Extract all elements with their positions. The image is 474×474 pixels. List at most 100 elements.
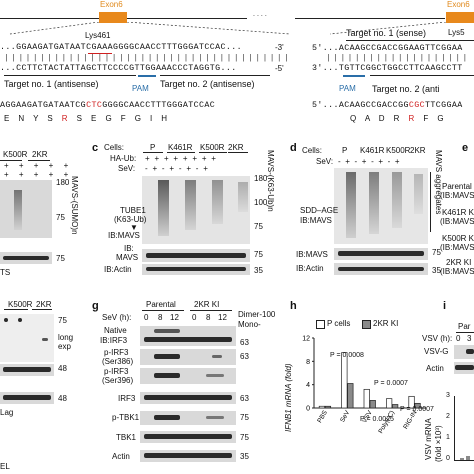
g-band-pirf3-396 bbox=[154, 373, 180, 378]
c-label-ib2: IB: bbox=[124, 244, 134, 253]
g-bar-ki bbox=[190, 310, 232, 311]
g-mono: Mono- bbox=[238, 320, 261, 329]
g-band-pirf3-396-ki bbox=[206, 374, 224, 377]
seq-bot-right: 3'...TGTTCGGCTGGCCTTCAAGCCTT bbox=[312, 64, 463, 73]
d-bracket bbox=[430, 172, 431, 232]
i-ytick-2: 2 bbox=[446, 413, 450, 420]
g-mw-63b: 63 bbox=[240, 352, 249, 361]
i-band-actin bbox=[455, 365, 474, 370]
c-smear-1 bbox=[158, 180, 169, 236]
g-row-irf3: IRF3 bbox=[118, 394, 136, 403]
i-ytick-1: 1 bbox=[446, 434, 450, 441]
c-mw-100: 100 bbox=[254, 198, 268, 207]
zoom-lines-left bbox=[9, 22, 291, 35]
g-band-ptbk1-ki bbox=[206, 416, 224, 419]
c-label-tube: TUBE1 bbox=[120, 206, 146, 215]
h-bar bbox=[363, 388, 370, 409]
e-row-parental: Parental bbox=[442, 182, 472, 191]
h-bar bbox=[408, 395, 415, 409]
i-yaxis bbox=[454, 396, 455, 460]
f-label-2kr: 2KR bbox=[36, 300, 52, 309]
b-bar-1 bbox=[0, 160, 22, 161]
d-label-ib-mavs: IB:MAVS bbox=[296, 250, 328, 259]
target1-label-right: Target no. 1 (sense) bbox=[346, 28, 427, 38]
c-cells-label: Cells: bbox=[104, 143, 125, 152]
i-ytick-3: 3 bbox=[446, 392, 450, 399]
seq-top-right: 5'...ACAAGCCGACCGGAAGTTCGGAA bbox=[312, 44, 463, 53]
g-band-actin bbox=[144, 453, 232, 458]
d-panel-letter: d bbox=[290, 142, 297, 154]
pam-bar-left bbox=[138, 75, 156, 77]
c-mw-75: 75 bbox=[254, 222, 263, 231]
c-cell-k461r: K461R bbox=[168, 143, 193, 152]
g-row-pirf3-a: p-IRF3 bbox=[104, 348, 129, 357]
d-label-ib: IB:MAVS bbox=[300, 216, 332, 225]
pam-bar-right bbox=[343, 75, 365, 77]
b-mw-180: 180 bbox=[56, 178, 70, 187]
d-cell-k500r: K500R bbox=[386, 146, 411, 155]
target1-bar-left bbox=[4, 75, 136, 76]
aa-seq-right: Q A D R R F G bbox=[350, 114, 445, 123]
c-band-mavs bbox=[146, 253, 246, 258]
f-bar-2 bbox=[32, 309, 52, 310]
f-band-mid bbox=[3, 367, 51, 372]
c-cell-2kr: 2KR bbox=[228, 143, 244, 152]
g-band-mono bbox=[144, 337, 232, 342]
d-cell-2kr: 2KR bbox=[410, 146, 426, 155]
g-band-tbk1 bbox=[144, 434, 232, 439]
h-pvalue-4: P = 0.0025 bbox=[360, 416, 394, 423]
lys-label-left: Lys461 bbox=[85, 31, 111, 40]
g-row-ibirf3: IB:IRF3 bbox=[100, 336, 128, 345]
gene-line-left-3 bbox=[127, 18, 247, 19]
g-band-pirf3-386-ki bbox=[212, 355, 222, 358]
b-label-k500r: K500R bbox=[3, 150, 28, 159]
h-ytick-label: 8 bbox=[306, 359, 310, 366]
h-legend-swatch-p bbox=[316, 320, 325, 329]
c-label-ib: IB:MAVS bbox=[108, 231, 140, 240]
i-xaxis bbox=[454, 460, 474, 461]
f-mw-48b: 48 bbox=[58, 394, 67, 403]
g-sev-label: SeV (h): bbox=[102, 313, 132, 322]
d-mw-75: 75 bbox=[432, 248, 441, 257]
d-mw-35: 35 bbox=[432, 266, 441, 275]
d-smear-4 bbox=[414, 174, 423, 214]
c-mw-35: 35 bbox=[254, 266, 263, 275]
g-time-4: 0 bbox=[192, 313, 197, 322]
h-ytick-label: 12 bbox=[302, 336, 310, 343]
seq-pipes-left: |||||||||||||||||||||||||||||||||||||||| bbox=[4, 54, 292, 63]
g-mw-100: 100 bbox=[262, 310, 276, 319]
f-mw-75: 75 bbox=[58, 316, 67, 325]
g-band-ptbk1 bbox=[154, 415, 180, 420]
ellipsis-left: .... bbox=[253, 11, 269, 18]
g-ki: 2KR KI bbox=[194, 300, 220, 309]
i-vsv-h: VSV (h): bbox=[422, 334, 453, 343]
g-band-pirf3-386 bbox=[154, 354, 180, 359]
h-bar bbox=[386, 398, 393, 409]
d-smear-2 bbox=[369, 172, 379, 234]
f-band-lag bbox=[3, 395, 51, 400]
g-mw-35: 35 bbox=[240, 452, 249, 461]
h-bar bbox=[392, 404, 399, 409]
h-pvalue-2: P = 0.0007 bbox=[374, 380, 408, 387]
f-band-3 bbox=[42, 338, 48, 341]
exon-label-left: Exon6 bbox=[100, 0, 123, 9]
i-ytick-0: 0 bbox=[446, 455, 450, 462]
i-time-0: 0 bbox=[456, 334, 461, 343]
g-row-ser396: (Ser396) bbox=[102, 376, 134, 385]
target2-bar-right bbox=[370, 75, 474, 76]
c-smear-2 bbox=[185, 180, 196, 230]
target2-label-left: Target no. 2 (antisense) bbox=[160, 79, 255, 89]
target2-label-right: Target no. 2 (anti bbox=[372, 84, 440, 94]
c-smear-3 bbox=[212, 180, 223, 224]
target1-label-left: Target no. 1 (antisense) bbox=[4, 79, 99, 89]
zoom-lines-right bbox=[329, 22, 447, 35]
exon-box-left bbox=[99, 12, 127, 23]
i-parental: Par bbox=[458, 322, 471, 331]
h-ylabel: IFNB1 mRNA (fold) bbox=[284, 363, 293, 432]
c-pm-row-1: ++++++++ bbox=[145, 154, 221, 163]
e-row-k461r: K461R KI bbox=[442, 208, 474, 217]
seq-top-left: ...GGAAGATGATAATCGAAAGGGGCAACCTTTGGGATCC… bbox=[0, 43, 243, 52]
b-blot-top bbox=[0, 180, 52, 238]
c-side-label: MAVS-(K63-Ub)n bbox=[266, 150, 275, 212]
f-long: long bbox=[58, 333, 74, 342]
